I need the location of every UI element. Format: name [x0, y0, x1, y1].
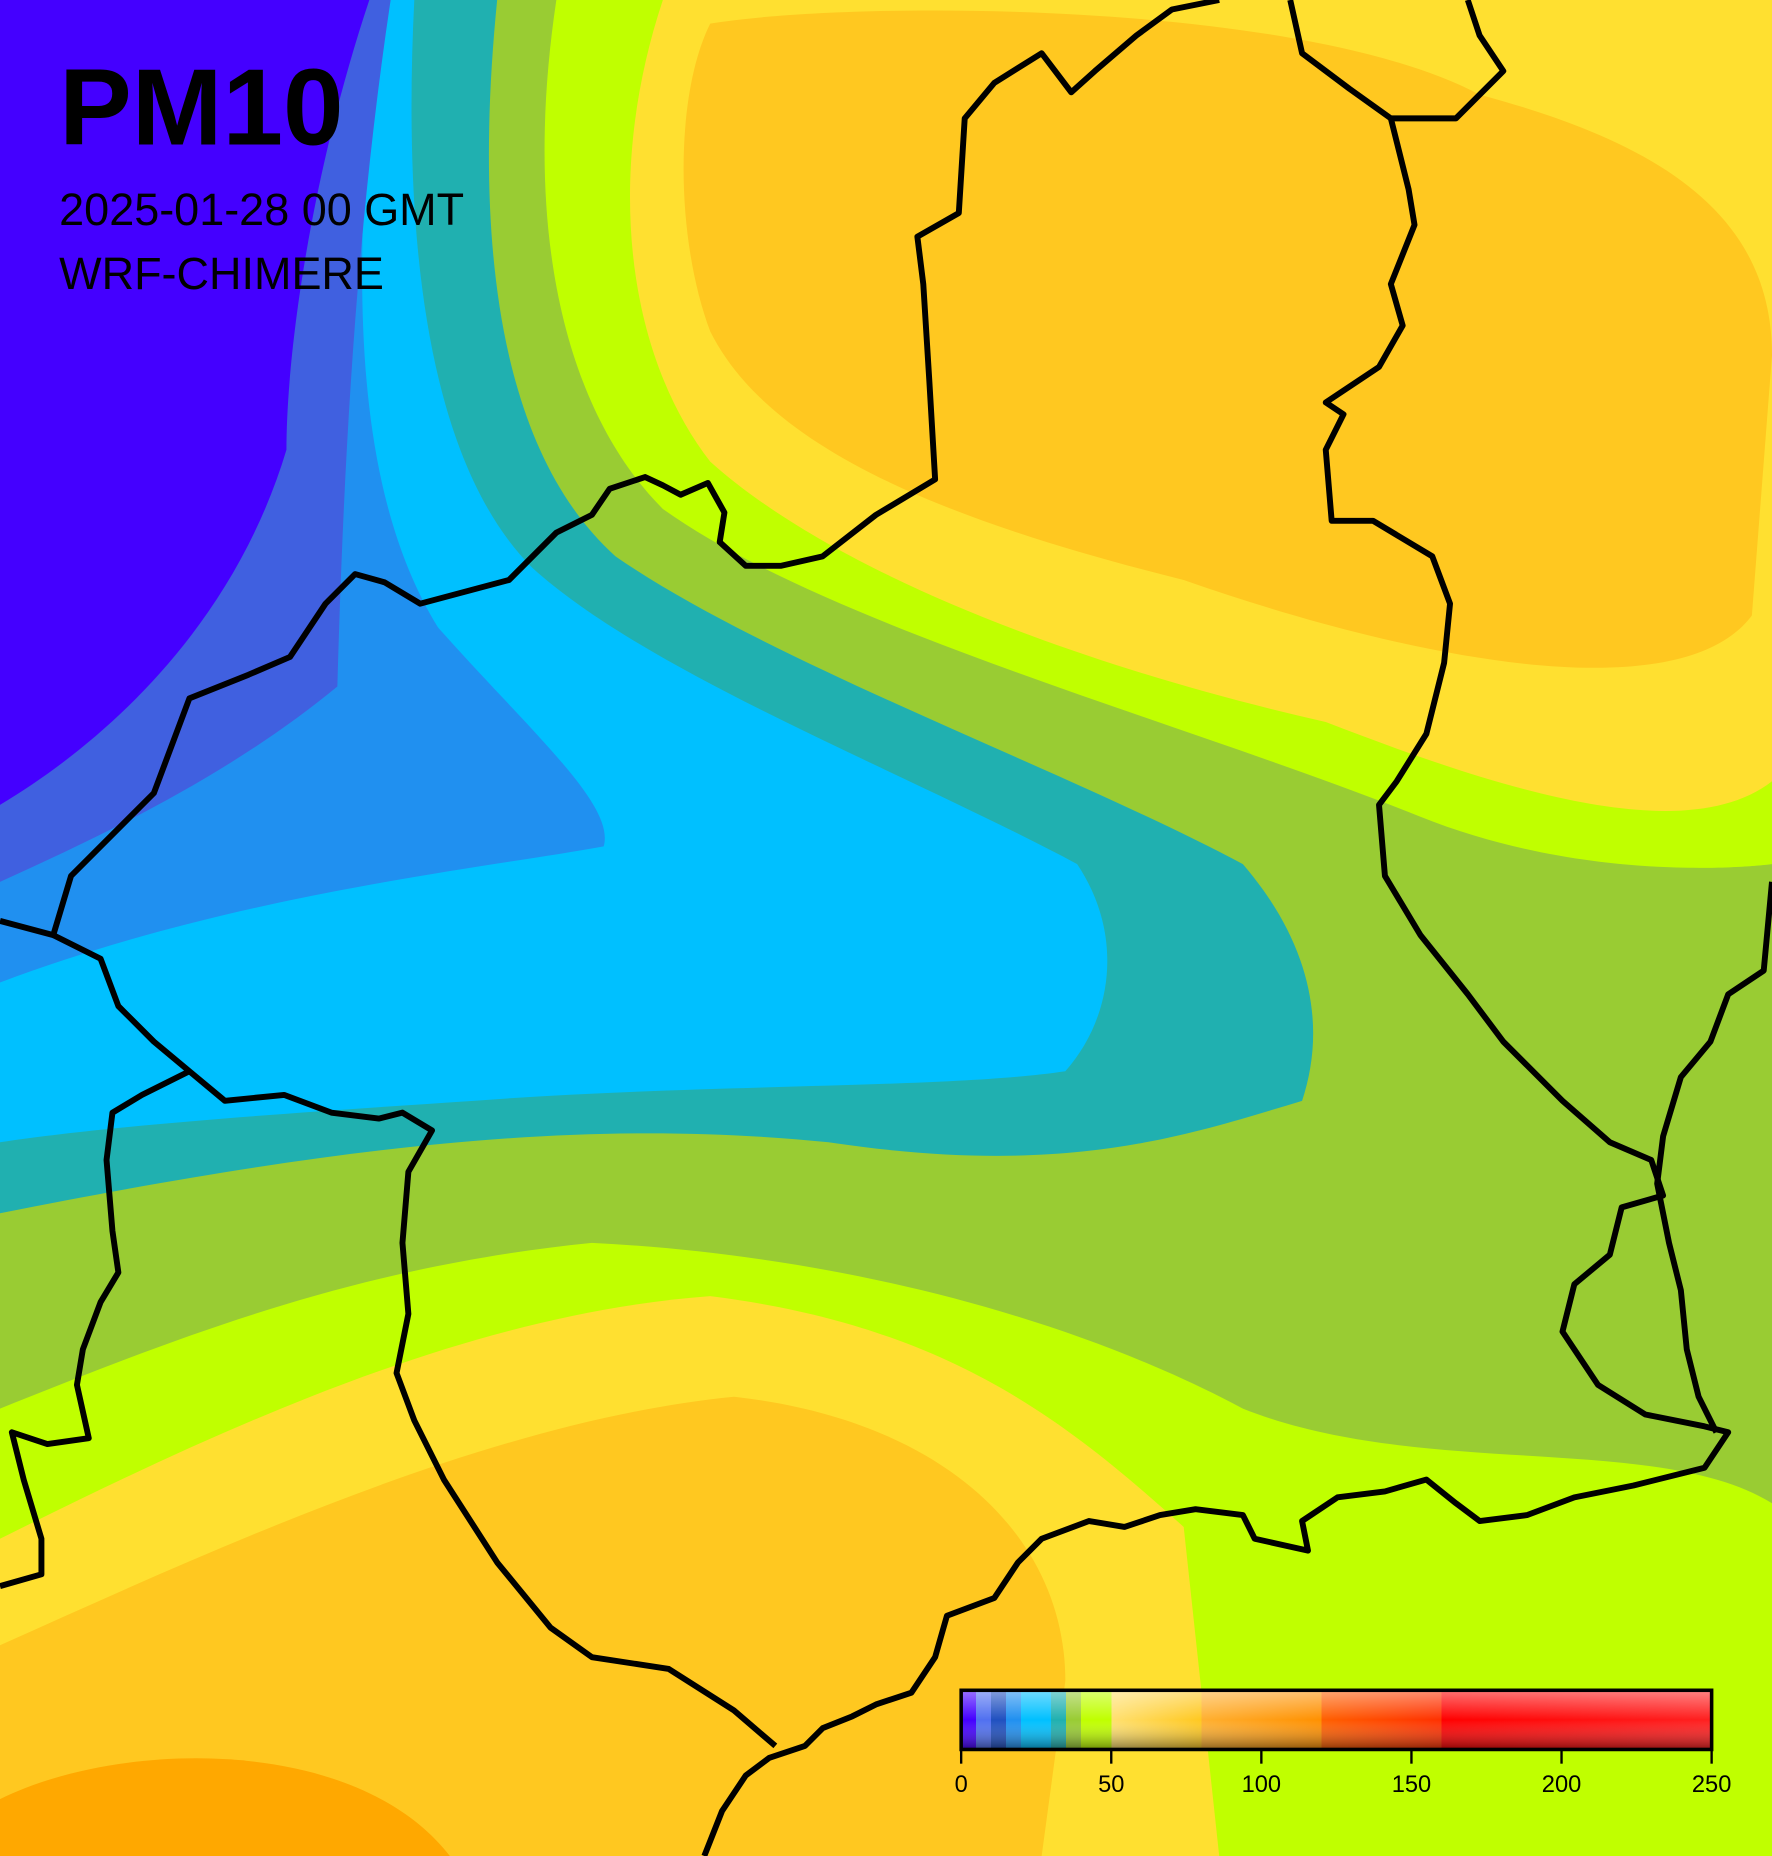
- map-title: PM10: [59, 46, 343, 168]
- colorbar-tick-label: 100: [1242, 1772, 1281, 1798]
- border: [0, 1068, 191, 1589]
- colorbar-tick-label: 50: [1098, 1772, 1124, 1798]
- colorbar-tick-label: 200: [1542, 1772, 1581, 1798]
- colorbar-shading: [961, 1690, 1712, 1750]
- colorbar-tick-label: 0: [955, 1772, 968, 1798]
- colorbar-tick-label: 150: [1392, 1772, 1431, 1798]
- border: [1287, 0, 1507, 122]
- forecast-time: 2025-01-28 00 GMT: [59, 184, 464, 235]
- model-name: WRF-CHIMERE: [59, 248, 384, 299]
- border: [51, 932, 778, 1749]
- field-orange: [0, 1758, 450, 1856]
- field-gold: [0, 1396, 1066, 1856]
- border: [1654, 881, 1772, 1434]
- field-gold: [683, 10, 1772, 668]
- field-purple: [0, 0, 370, 805]
- colorbar-tick-label: 250: [1692, 1772, 1731, 1798]
- colorbar-frame: [959, 1688, 1714, 1752]
- border: [0, 0, 1220, 939]
- colorbar: 0 50 100 150 200 250: [955, 1688, 1731, 1798]
